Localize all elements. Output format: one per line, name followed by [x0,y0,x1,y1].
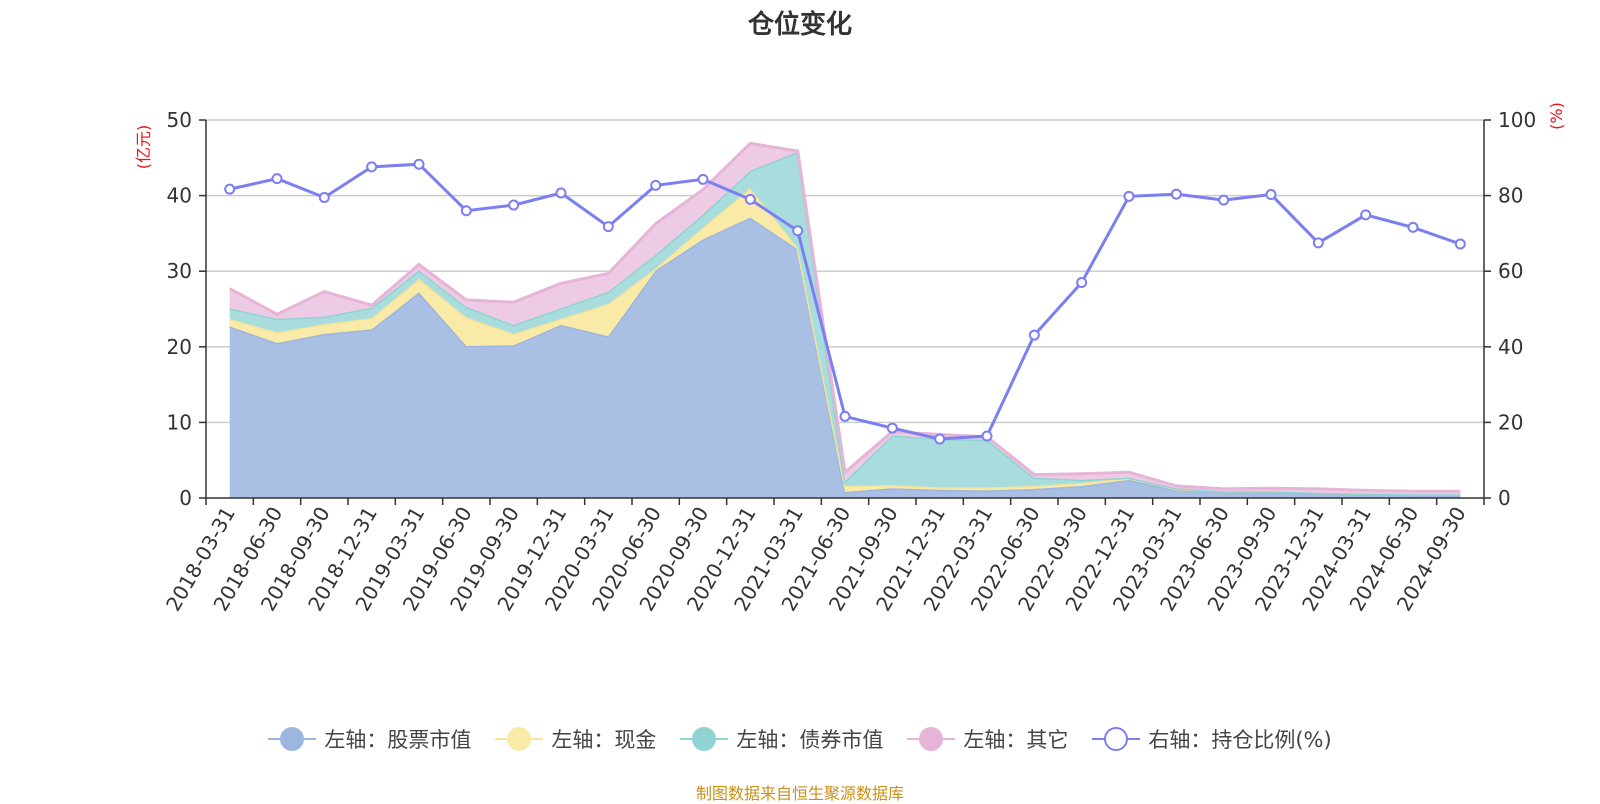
y-right-tick-label: 60 [1498,259,1523,283]
y-left-tick-label: 20 [167,335,192,359]
ratio-point [1218,194,1230,206]
ratio-point [508,199,520,211]
area-series-1 [229,188,1461,495]
ratio-point [1123,190,1135,202]
legend-item-bond[interactable]: 左轴：债券市值 [680,724,883,754]
ratio-line-series [224,158,1466,445]
ratio-point [981,430,993,442]
ratio-point [366,161,378,173]
chart-title: 仓位变化 [747,10,852,40]
ratio-point [1312,237,1324,249]
area-series-top-line-3 [228,141,1461,493]
legend-label: 右轴：持仓比例(%) [1148,728,1332,752]
ratio-point [1028,329,1040,341]
ratio-point [1360,209,1372,221]
ratio-point [1265,188,1277,200]
legend-swatch-bond-icon [680,726,729,752]
y-axis-left-label: (亿元) [134,125,153,170]
legend-swatch-other-icon [907,726,956,752]
ratio-point [271,173,283,185]
stacked-areas [228,141,1461,498]
ratio-point [413,158,425,170]
ratio-point [744,193,756,205]
ratio-point [602,221,614,233]
y-left-tick-label: 50 [167,108,192,132]
y-left-tick-label: 30 [167,259,192,283]
y-right-tick-label: 20 [1498,410,1523,434]
ratio-point [650,179,662,191]
legend-item-ratio[interactable]: 右轴：持仓比例(%) [1092,724,1332,754]
legend-item-stock[interactable]: 左轴：股票市值 [268,724,471,754]
ratio-point [792,225,804,237]
data-source-note: 制图数据来自恒生聚源数据库 [695,784,904,803]
ratio-point [318,191,330,203]
ratio-point [1407,221,1419,233]
legend-label: 左轴：股票市值 [324,728,472,752]
legend-swatch-stock-icon [268,726,317,752]
area-series-0 [229,217,1461,498]
y-left-tick-label: 40 [167,184,192,208]
y-left-tick-label: 0 [179,486,192,510]
legend-item-other[interactable]: 左轴：其它 [907,724,1068,754]
ratio-point [934,433,946,445]
ratio-point [224,183,236,195]
y-right-tick-label: 0 [1498,486,1511,510]
ratio-point [1454,238,1466,250]
legend-label: 左轴：其它 [963,728,1069,752]
legend-label: 左轴：现金 [551,728,657,752]
ratio-point [1076,277,1088,289]
y-right-tick-label: 100 [1498,108,1536,132]
ratio-point [839,410,851,422]
ratio-point [555,187,567,199]
legend-item-cash[interactable]: 左轴：现金 [495,724,656,754]
legend: 左轴：股票市值 左轴：现金 左轴：债券市值 左轴：其它 右轴：持仓比例(%) [0,724,1600,754]
y-right-tick-label: 80 [1498,184,1523,208]
legend-label: 左轴：债券市值 [736,728,884,752]
ratio-point [886,422,898,434]
ratio-point [1170,188,1182,200]
y-left-tick-label: 10 [167,410,192,434]
legend-swatch-cash-icon [495,726,544,752]
y-right-tick-label: 40 [1498,335,1523,359]
ratio-point [697,173,709,185]
ratio-point [460,205,472,217]
legend-swatch-ratio-icon [1092,726,1141,752]
y-axis-right-label: (%) [1547,102,1566,130]
